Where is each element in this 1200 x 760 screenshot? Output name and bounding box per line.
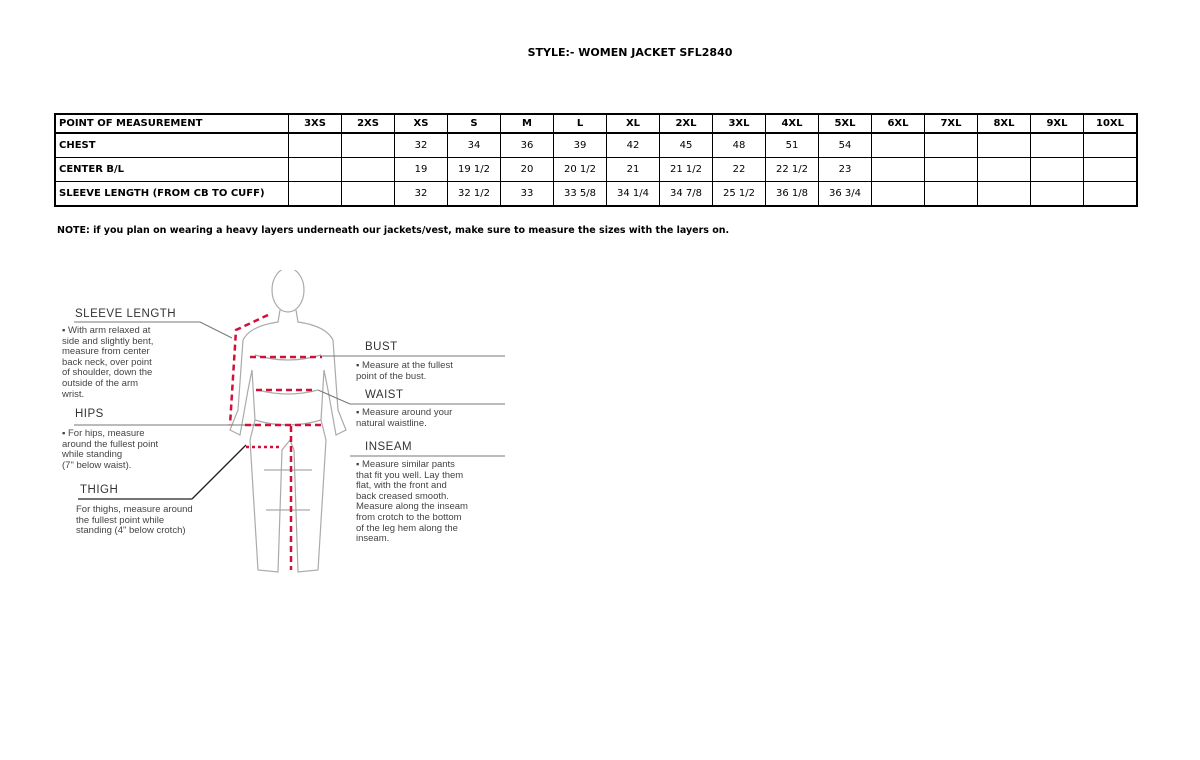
table-cell: 20 1/2 [553,157,607,182]
table-cell: 20 [500,157,554,182]
thigh-heading: THIGH [80,484,119,496]
table-cell [288,181,342,207]
table-row: CENTER B/L 19 19 1/2 20 20 1/2 21 21 1/2 22 22 1… [54,157,1138,182]
table-cell [341,157,395,182]
column-header-size: 6XL [871,113,925,134]
inseam-text: ▪ Measure similar pants that fit you wel… [356,459,468,545]
column-header-size: M [500,113,554,134]
table-cell: 34 1/4 [606,181,660,207]
table-cell [871,157,925,182]
table-cell: 21 [606,157,660,182]
waist-heading: WAIST [365,389,404,401]
table-row: CHEST 32 34 36 39 42 45 48 51 54 [54,132,1138,158]
table-cell: 32 1/2 [447,181,501,207]
table-header-row: POINT OF MEASUREMENT 3XS 2XS XS S M L XL 2XL 3XL 4… [54,113,1138,134]
column-header-size: 10XL [1083,113,1138,134]
body-outline-illustration [74,270,505,573]
table-cell: 21 1/2 [659,157,713,182]
sleeve-length-text: ▪ With arm relaxed at side and slightly … [62,325,154,400]
column-header-size: 2XS [341,113,395,134]
table-cell: 32 [394,132,448,158]
table-cell [341,181,395,207]
column-header-size: 3XS [288,113,342,134]
column-header-size: XS [394,113,448,134]
table-cell [341,132,395,158]
layering-note: NOTE: if you plan on wearing a heavy lay… [57,225,730,236]
table-cell: 45 [659,132,713,158]
row-label: CENTER B/L [54,157,289,182]
thigh-text: For thighs, measure around the fullest p… [76,504,193,537]
hips-text: ▪ For hips, measure around the fullest p… [62,428,159,471]
column-header-size: XL [606,113,660,134]
column-header-size: 8XL [977,113,1031,134]
column-header-size: 5XL [818,113,872,134]
table-cell: 39 [553,132,607,158]
table-cell: 36 [500,132,554,158]
hips-heading: HIPS [75,408,104,420]
size-chart-table: POINT OF MEASUREMENT 3XS 2XS XS S M L XL 2XL 3XL 4… [54,113,1138,207]
row-label: CHEST [54,132,289,158]
table-cell: 22 [712,157,766,182]
waist-text: ▪ Measure around your natural waistline. [356,407,453,429]
table-cell: 25 1/2 [712,181,766,207]
table-cell: 19 [394,157,448,182]
table-cell: 51 [765,132,819,158]
column-header-label: POINT OF MEASUREMENT [54,113,289,134]
table-cell [924,181,978,207]
table-cell [1030,181,1084,207]
table-cell [871,181,925,207]
table-cell: 22 1/2 [765,157,819,182]
table-cell: 33 [500,181,554,207]
table-cell [1083,157,1138,182]
table-cell: 42 [606,132,660,158]
table-cell [977,157,1031,182]
inseam-heading: INSEAM [365,441,413,453]
column-header-size: S [447,113,501,134]
table-cell [977,132,1031,158]
column-header-size: 9XL [1030,113,1084,134]
column-header-size: 2XL [659,113,713,134]
column-header-size: 7XL [924,113,978,134]
table-cell: 32 [394,181,448,207]
page-title: STYLE:- WOMEN JACKET SFL2840 [527,46,733,59]
table-cell [288,157,342,182]
column-header-size: L [553,113,607,134]
column-header-size: 3XL [712,113,766,134]
bust-text: ▪ Measure at the fullest point of the bu… [356,360,453,382]
measurement-guide-figure: SLEEVE LENGTH ▪ With arm relaxed at side… [50,270,520,590]
sleeve-length-heading: SLEEVE LENGTH [75,308,177,320]
table-cell [924,132,978,158]
table-cell [1030,157,1084,182]
table-cell [1083,132,1138,158]
table-cell [1030,132,1084,158]
table-row: SLEEVE LENGTH (FROM CB TO CUFF) 32 32 1/2 3… [54,181,1138,207]
table-cell [871,132,925,158]
table-cell: 48 [712,132,766,158]
bust-heading: BUST [365,341,398,353]
table-cell: 36 3/4 [818,181,872,207]
table-cell: 54 [818,132,872,158]
table-cell: 34 [447,132,501,158]
table-cell [1083,181,1138,207]
table-cell [924,157,978,182]
table-cell [288,132,342,158]
column-header-size: 4XL [765,113,819,134]
table-cell: 23 [818,157,872,182]
table-cell: 33 5/8 [553,181,607,207]
table-cell: 19 1/2 [447,157,501,182]
table-cell: 34 7/8 [659,181,713,207]
row-label: SLEEVE LENGTH (FROM CB TO CUFF) [54,181,289,207]
table-cell [977,181,1031,207]
table-cell: 36 1/8 [765,181,819,207]
